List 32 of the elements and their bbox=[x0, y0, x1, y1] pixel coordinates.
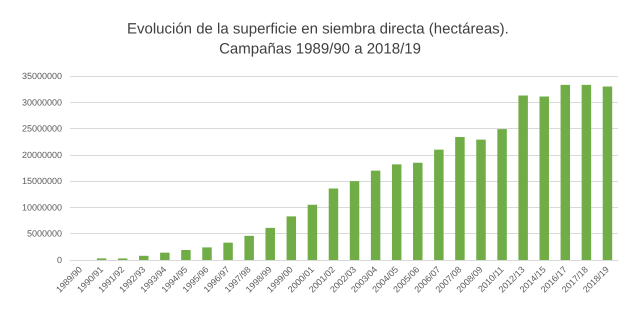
bar bbox=[160, 252, 170, 260]
bar bbox=[181, 250, 191, 260]
y-tick-label: 15000000 bbox=[22, 176, 62, 186]
bar bbox=[560, 84, 570, 260]
bar bbox=[392, 164, 402, 260]
bar bbox=[265, 228, 275, 260]
chart-title: Evolución de la superficie en siembra directa (hectáreas). Campañas 1989/90 a 2018/19 bbox=[126, 20, 514, 58]
bar bbox=[223, 242, 233, 260]
bar bbox=[308, 204, 318, 260]
bar bbox=[582, 84, 592, 260]
bar bbox=[476, 140, 486, 260]
bar bbox=[328, 188, 338, 260]
bar bbox=[413, 162, 423, 260]
bar bbox=[370, 170, 380, 260]
y-tick-label: 10000000 bbox=[22, 202, 62, 212]
bar bbox=[518, 95, 528, 260]
y-tick-label: 20000000 bbox=[22, 150, 62, 160]
bar bbox=[539, 96, 549, 260]
bar bbox=[455, 136, 465, 260]
bar bbox=[497, 129, 507, 260]
y-tick-label: 25000000 bbox=[22, 124, 62, 134]
bar bbox=[139, 256, 149, 260]
bar bbox=[434, 150, 444, 260]
y-tick-label: 30000000 bbox=[22, 97, 62, 108]
bar bbox=[244, 236, 254, 260]
bar bbox=[602, 86, 612, 260]
y-tick-label: 0 bbox=[56, 255, 62, 265]
bar bbox=[350, 181, 360, 260]
bar bbox=[202, 247, 212, 260]
bar bbox=[286, 216, 296, 260]
y-tick-label: 5000000 bbox=[26, 228, 62, 239]
y-tick-label: 35000000 bbox=[22, 71, 62, 81]
